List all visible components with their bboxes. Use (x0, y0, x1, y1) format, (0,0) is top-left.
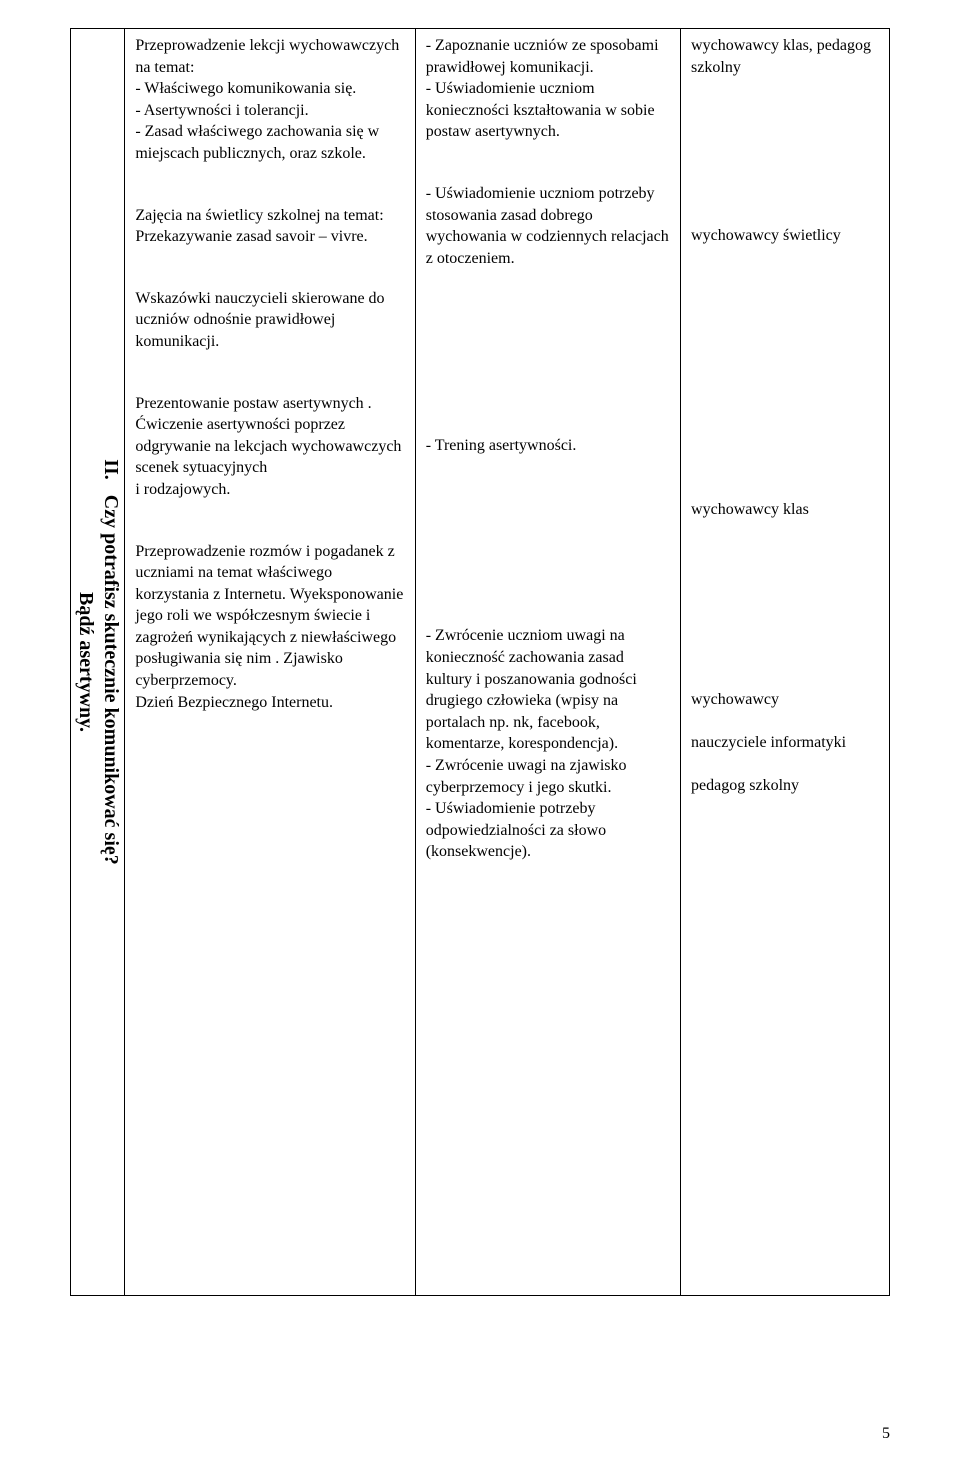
col-activities: Przeprowadzenie lekcji wychowawczych na … (125, 29, 415, 1296)
page-number: 5 (882, 1423, 890, 1445)
outcome-block: - Zwrócenie uczniom uwagi na konieczność… (426, 625, 672, 863)
outcome-block: - Trening asertywności. (426, 435, 672, 585)
outcome-block: - Zapoznanie uczniów ze sposobami prawid… (426, 35, 672, 143)
outcome-block: - Uświadomienie uczniom potrzeby stosowa… (426, 183, 672, 269)
col-outcomes: - Zapoznanie uczniów ze sposobami prawid… (415, 29, 680, 1296)
heading-line2: Bądź asertywny. (75, 592, 97, 732)
activity-block: Przeprowadzenie lekcji wychowawczych na … (135, 35, 406, 165)
activity-block: Prezentowanie postaw asertywnych .Ćwicze… (135, 393, 406, 501)
activity-block: Przeprowadzenie rozmów i pogadanek z ucz… (135, 541, 406, 714)
outcome-block (426, 309, 672, 395)
activity-block: Zajęcia na świetlicy szkolnej na temat: … (135, 205, 406, 248)
vertical-container: II. Czy potrafisz skutecznie komunikować… (71, 29, 124, 1295)
sidebar-cell: II. Czy potrafisz skutecznie komunikować… (71, 29, 125, 1296)
heading-line1: Czy potrafisz skutecznie komunikować się… (100, 495, 122, 865)
content-table: II. Czy potrafisz skutecznie komunikować… (70, 28, 890, 1296)
page: II. Czy potrafisz skutecznie komunikować… (0, 0, 960, 1465)
responsible-block: wychowawcynauczyciele informatykipedagog… (691, 689, 881, 797)
responsible-block: wychowawcy świetlicy (691, 225, 881, 333)
table-row: II. Czy potrafisz skutecznie komunikować… (71, 29, 890, 1296)
col-responsible: wychowawcy klas, pedagog szkolny wychowa… (681, 29, 890, 1296)
roman-numeral: II. (100, 459, 122, 480)
vertical-heading: II. Czy potrafisz skutecznie komunikować… (73, 459, 123, 865)
responsible-block: wychowawcy klas (691, 499, 881, 649)
responsible-block (691, 373, 881, 459)
activity-block: Wskazówki nauczycieli skierowane do uczn… (135, 288, 406, 353)
responsible-block: wychowawcy klas, pedagog szkolny (691, 35, 881, 185)
